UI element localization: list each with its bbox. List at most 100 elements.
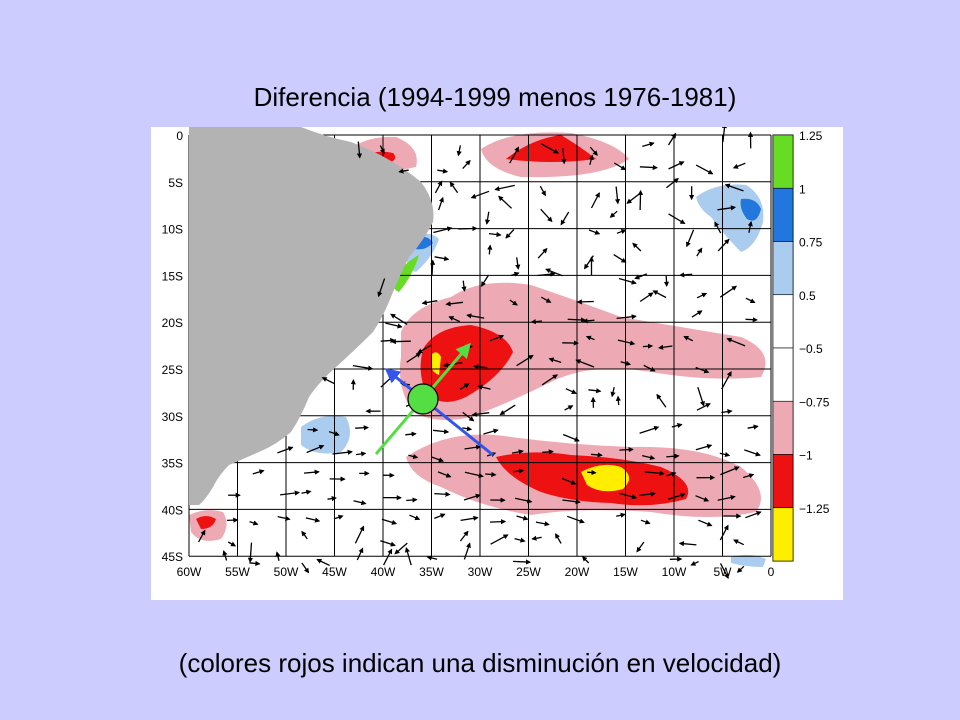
wind-vector-arrow <box>639 164 658 171</box>
wind-vector-arrow <box>301 530 308 540</box>
lat-label: 30S <box>162 410 183 424</box>
wind-vector-arrow <box>321 377 335 385</box>
wind-vector-arrow <box>719 451 731 458</box>
longitude-labels: 60W 55W 50W 45W 40W 35W 30W 25W 20W 15W 10W 5W 0 <box>177 565 775 579</box>
wind-vector-arrow <box>636 541 645 553</box>
wind-vector-arrow <box>509 299 518 306</box>
wind-vector-arrow <box>434 491 451 497</box>
wind-vector-arrow <box>463 493 481 501</box>
wind-vector-arrow <box>562 433 580 442</box>
wind-vector-arrow <box>408 453 419 460</box>
wind-vector-arrow <box>421 300 438 306</box>
wind-vector-arrow <box>434 180 443 194</box>
wind-vector-arrow <box>280 490 301 496</box>
wind-vector-arrow <box>643 364 656 372</box>
wind-vector-arrow <box>461 280 467 292</box>
wind-vector-arrow <box>656 393 667 408</box>
wind-vector-arrow <box>385 322 403 329</box>
wind-vector-arrow <box>463 542 471 560</box>
wind-vector-arrow <box>736 565 745 573</box>
wind-vector-arrow <box>695 495 710 502</box>
lon-label: 25W <box>516 565 541 579</box>
wind-vector-arrow <box>540 296 552 303</box>
wind-vector-arrow <box>537 271 556 277</box>
wind-vector-arrow <box>609 210 618 218</box>
colorbar-swatch <box>772 400 794 455</box>
wind-vector-arrow <box>671 423 683 429</box>
wind-vector-arrow <box>619 447 634 453</box>
wind-vector-arrow <box>714 221 722 234</box>
colorbar-swatch <box>772 294 794 349</box>
wind-vector-arrow <box>494 184 515 192</box>
contour-pink-central-band <box>399 282 766 421</box>
wind-vector-arrow <box>697 387 705 407</box>
wind-vector-arrow <box>514 497 533 504</box>
wind-vector-arrow <box>666 453 680 459</box>
lat-label: 5S <box>168 176 183 190</box>
wind-vector-arrow <box>545 268 563 277</box>
wind-vector-arrow <box>615 395 621 406</box>
wind-vector-arrow <box>721 409 733 415</box>
wind-vector-arrow <box>483 428 499 435</box>
wind-vector-arrow <box>480 275 489 287</box>
wind-vector-arrow <box>432 428 450 435</box>
wind-vector-arrow <box>695 164 714 175</box>
wind-vector-arrow <box>510 271 520 277</box>
wind-vector-arrow <box>398 168 409 174</box>
wind-vector-arrow <box>667 132 677 146</box>
wind-vector-arrow <box>717 494 736 501</box>
wind-vector-arrow <box>462 159 471 170</box>
wind-vector-arrow <box>333 514 344 520</box>
wind-vector-arrow <box>657 344 673 350</box>
wind-vector-arrow <box>509 146 520 164</box>
colorbar-label: 0.5 <box>799 289 816 303</box>
colorbar: 1.25 1 0.75 0.5 −0.5 −0.75 −1 −1.25 <box>772 129 830 562</box>
map-panel: 1.25 1 0.75 0.5 −0.5 −0.75 −1 −1.25 0 5S 10S 15S 20… <box>151 122 843 600</box>
wind-vector-arrow <box>498 195 513 209</box>
wind-vector-arrow <box>355 451 367 457</box>
colorbar-swatch <box>772 241 794 296</box>
lat-label: 0 <box>176 129 183 143</box>
wind-vector-arrow <box>327 496 337 502</box>
lon-label: 10W <box>662 565 687 579</box>
colorbar-label: −1 <box>799 449 813 463</box>
wind-vector-arrow <box>477 384 491 390</box>
wind-vector-arrow <box>227 541 237 547</box>
lon-label: 40W <box>371 565 396 579</box>
contour-red-south-west <box>196 516 216 529</box>
wind-vector-arrow <box>429 259 436 276</box>
lon-label: 35W <box>419 565 444 579</box>
wind-vector-arrow <box>354 525 365 544</box>
wind-vector-arrow <box>277 446 294 454</box>
wind-vector-arrow <box>590 192 600 209</box>
colorbar-label: −0.5 <box>799 342 823 356</box>
wind-vector-arrow <box>561 148 567 165</box>
wind-vector-arrow <box>642 343 654 349</box>
wind-vector-arrow <box>726 337 746 347</box>
wind-vector-arrow <box>530 319 542 325</box>
wind-vector-arrow <box>678 541 697 547</box>
wind-vector-arrow <box>383 548 393 566</box>
wind-vector-arrow <box>437 196 444 211</box>
wind-vector-arrow <box>720 466 740 476</box>
south-america-land <box>189 127 434 505</box>
wind-vector-arrow <box>696 403 711 411</box>
wind-vector-arrow <box>589 146 598 156</box>
wind-vector-arrow <box>617 339 636 346</box>
wind-vector-arrow <box>642 141 655 148</box>
wind-vector-arrow <box>665 177 679 189</box>
wind-vector-arrow <box>562 499 581 505</box>
wind-vector-arrow <box>575 359 595 368</box>
wind-vector-arrow <box>222 550 228 561</box>
wind-vector-arrow <box>668 161 685 170</box>
wind-vector-arrow <box>679 272 693 278</box>
lat-label: 15S <box>162 269 183 283</box>
wind-vector-arrow <box>328 430 340 437</box>
wind-vector-arrow <box>666 471 677 477</box>
wind-vector-arrow <box>639 491 656 497</box>
wind-vector-arrow <box>355 425 369 431</box>
wind-vector-arrow <box>614 186 621 205</box>
wind-vector-arrow <box>198 529 206 543</box>
wind-vector-arrow <box>437 168 449 174</box>
wind-vector-arrow <box>531 535 542 541</box>
